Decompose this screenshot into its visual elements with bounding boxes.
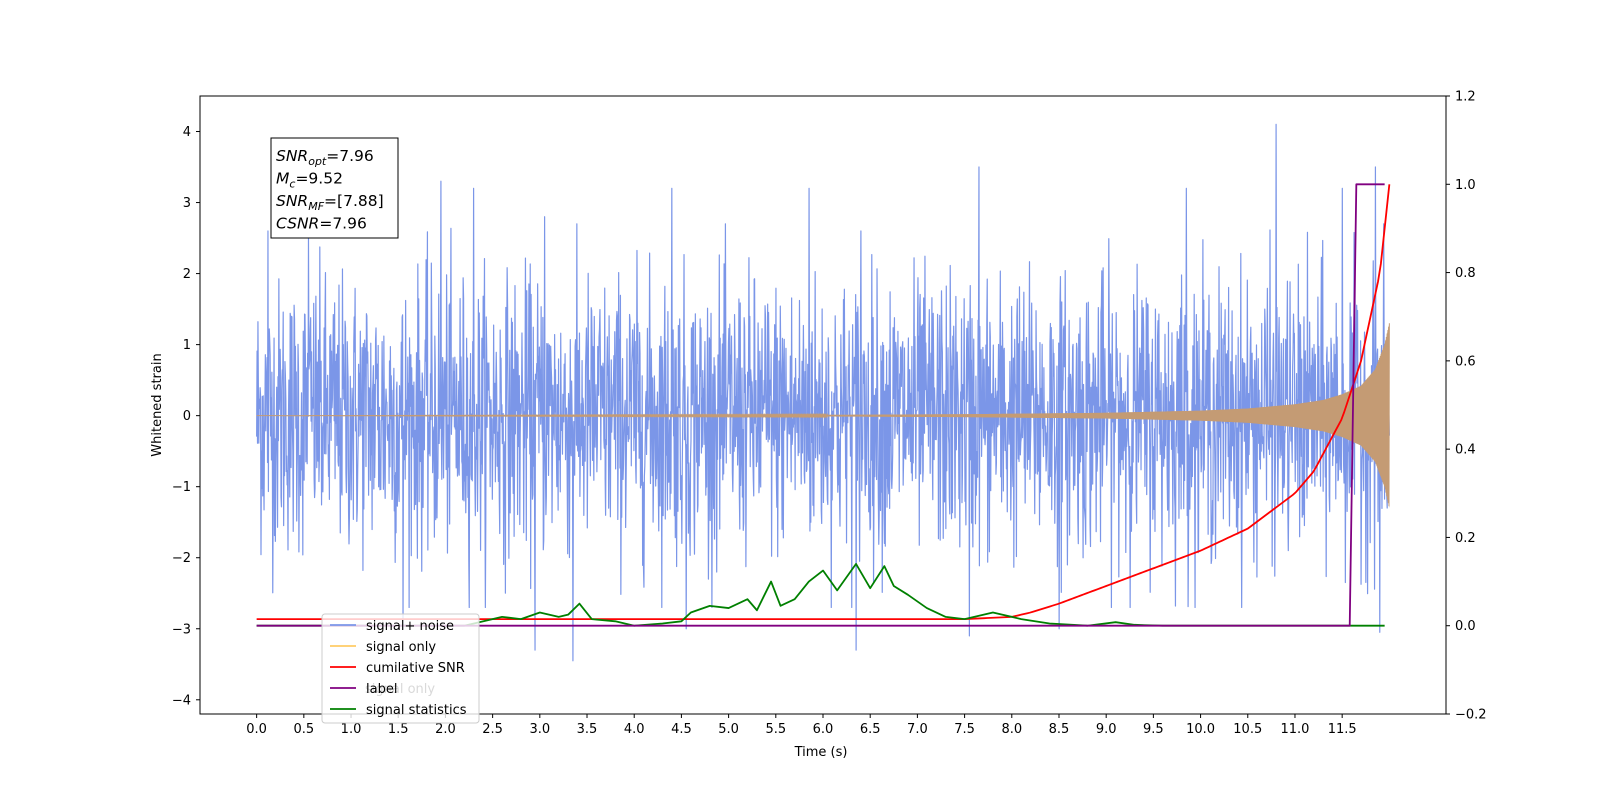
x-tick-label: 4.0 <box>624 722 645 737</box>
legend-label: signal+ noise <box>366 619 454 634</box>
x-tick-label: 11.5 <box>1328 722 1357 737</box>
series-label-line <box>256 183 1385 627</box>
y-tick-label: −4 <box>172 693 191 708</box>
x-tick-label: 9.5 <box>1143 722 1164 737</box>
annotation-line: Mc=9.52 <box>276 170 343 191</box>
legend-label: cumilative SNR <box>366 661 465 676</box>
annotation-line: CSNR=7.96 <box>276 215 367 233</box>
x-tick-label: 0.5 <box>293 722 314 737</box>
x-tick-label: 8.0 <box>1001 722 1022 737</box>
legend-label: signal only <box>366 640 436 655</box>
legend-item: signal only <box>330 640 436 655</box>
y-axis-label: Whitened strain <box>150 353 165 456</box>
x-tick-label: 1.5 <box>388 722 409 737</box>
x-tick-label: 10.5 <box>1233 722 1262 737</box>
legend-item: cumilative SNR <box>330 661 465 676</box>
x-tick-label: 3.0 <box>529 722 550 737</box>
legend-item: label <box>330 682 397 697</box>
x-tick-label: 5.0 <box>718 722 739 737</box>
y-tick-label: −2 <box>172 551 191 566</box>
legend-label: signal statistics <box>366 703 467 718</box>
y2-tick-label: 0.8 <box>1455 266 1476 281</box>
y-tick-label: 2 <box>183 267 191 282</box>
x-axis-label: Time (s) <box>794 745 848 760</box>
x-tick-label: 0.0 <box>246 722 267 737</box>
series-signal-noise-line <box>256 123 1390 662</box>
y2-tick-label: 1.2 <box>1455 90 1476 105</box>
x-tick-label: 7.0 <box>907 722 928 737</box>
series-signal-only-line <box>256 323 1390 507</box>
x-tick-label: 8.5 <box>1049 722 1070 737</box>
y2-tick-label: 0.4 <box>1455 443 1476 458</box>
legend: signal only signal+ noise signal only cumi… <box>321 613 480 724</box>
y2-tick-label: 0.6 <box>1455 354 1476 369</box>
x-tick-label: 4.5 <box>671 722 692 737</box>
y2-tick-label: −0.2 <box>1455 708 1487 723</box>
annotation-line: SNRMF=[7.88] <box>276 192 384 213</box>
y-tick-label: −3 <box>172 622 191 637</box>
x-tick-label: 5.5 <box>765 722 786 737</box>
y-tick-label: 4 <box>183 125 191 140</box>
x-tick-label: 2.0 <box>435 722 456 737</box>
annotation-line: SNRopt=7.96 <box>276 147 374 168</box>
y-tick-label: 0 <box>183 409 191 424</box>
x-tick-label: 11.0 <box>1280 722 1309 737</box>
series-signal-statistics-line <box>256 563 1385 627</box>
y2-tick-label: 0.2 <box>1455 531 1476 546</box>
y2-tick-label: 1.0 <box>1455 178 1476 193</box>
legend-ghost-text: signal only <box>365 682 435 697</box>
x-tick-label: 3.5 <box>577 722 598 737</box>
y2-tick-label: 0.0 <box>1455 619 1476 634</box>
x-tick-label: 10.0 <box>1186 722 1215 737</box>
x-tick-label: 6.5 <box>860 722 881 737</box>
x-tick-label: 7.5 <box>954 722 975 737</box>
y-tick-label: −1 <box>172 480 191 495</box>
x-tick-label: 6.0 <box>813 722 834 737</box>
legend-label: label <box>366 682 397 697</box>
x-tick-label: 2.5 <box>482 722 503 737</box>
x-tick-label: 1.0 <box>341 722 362 737</box>
y-tick-label: 1 <box>183 338 191 353</box>
x-tick-label: 9.0 <box>1096 722 1117 737</box>
y-tick-label: 3 <box>183 196 191 211</box>
legend-item: signal statistics <box>330 703 467 718</box>
legend-frame <box>321 613 480 724</box>
legend-item: signal+ noise <box>330 619 454 634</box>
